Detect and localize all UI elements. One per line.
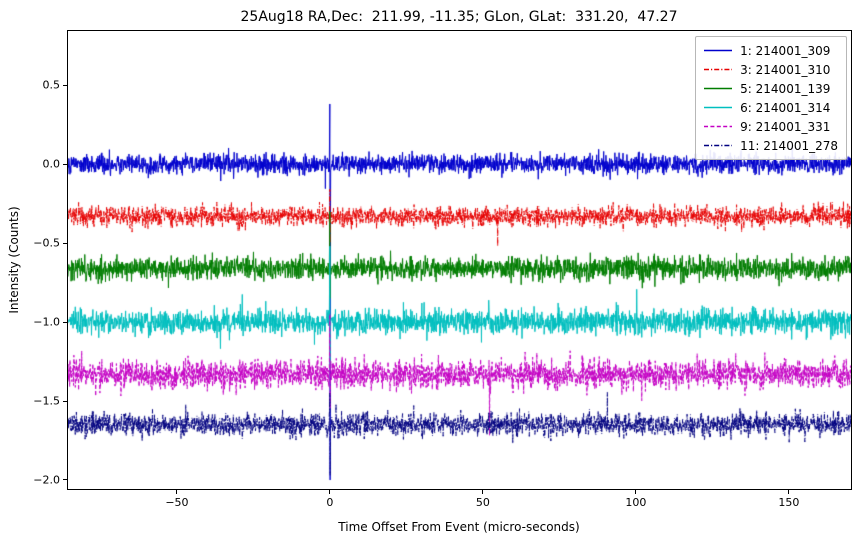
y-tick-label: −0.5 [33,236,60,250]
legend-entry: 6: 214001_314 [703,98,838,117]
y-tick-label: 0.0 [42,157,61,171]
y-tick-label: 0.5 [42,78,61,92]
x-tick-label: 150 [778,496,800,509]
legend-line-sample [704,144,733,147]
chart-title: 25Aug18 RA,Dec: 211.99, -11.35; GLon, GL… [240,9,678,25]
x-tick-label: 50 [475,496,490,509]
legend-line-sample [704,68,733,71]
legend-entry: 1: 214001_309 [703,41,838,60]
legend: 1: 214001_309 3: 214001_310 5: 214001_139 6… [695,36,847,160]
legend-entry: 11: 214001_278 [703,136,838,155]
legend-entry: 5: 214001_139 [703,79,838,98]
x-axis-label: Time Offset From Event (micro-seconds) [338,520,580,534]
legend-entry-label: 1: 214001_309 [740,43,831,58]
y-tick-label: −1.5 [33,394,60,408]
legend-entry-label: 11: 214001_278 [740,138,838,153]
legend-entry-label: 6: 214001_314 [740,100,831,115]
x-tick-mark [176,490,178,494]
x-tick-mark [329,490,331,494]
y-tick-label: −1.0 [33,315,60,329]
legend-entry-label: 5: 214001_139 [740,81,831,96]
plot-area: 1: 214001_309 3: 214001_310 5: 214001_139 6… [67,30,852,490]
legend-line-sample [704,106,733,109]
y-tick-mark [63,84,67,86]
x-tick-mark [635,490,637,494]
x-tick-label: 100 [625,496,647,509]
y-tick-mark [63,400,67,402]
legend-entry: 9: 214001_331 [703,117,838,136]
legend-line-sample [704,87,733,90]
x-tick-label: 0 [326,496,334,509]
y-tick-mark [63,163,67,165]
x-tick-mark [788,490,790,494]
y-tick-mark [63,321,67,323]
x-tick-mark [482,490,484,494]
y-tick-mark [63,479,67,481]
y-tick-mark [63,242,67,244]
y-tick-label: −2.0 [33,473,60,487]
y-axis-label: Intensity (Counts) [7,206,21,314]
legend-line-sample [704,125,733,128]
legend-line-sample [704,49,733,52]
legend-entry-label: 9: 214001_331 [740,119,831,134]
x-tick-label: −50 [165,496,189,509]
legend-entry: 3: 214001_310 [703,60,838,79]
legend-entry-label: 3: 214001_310 [740,62,831,77]
